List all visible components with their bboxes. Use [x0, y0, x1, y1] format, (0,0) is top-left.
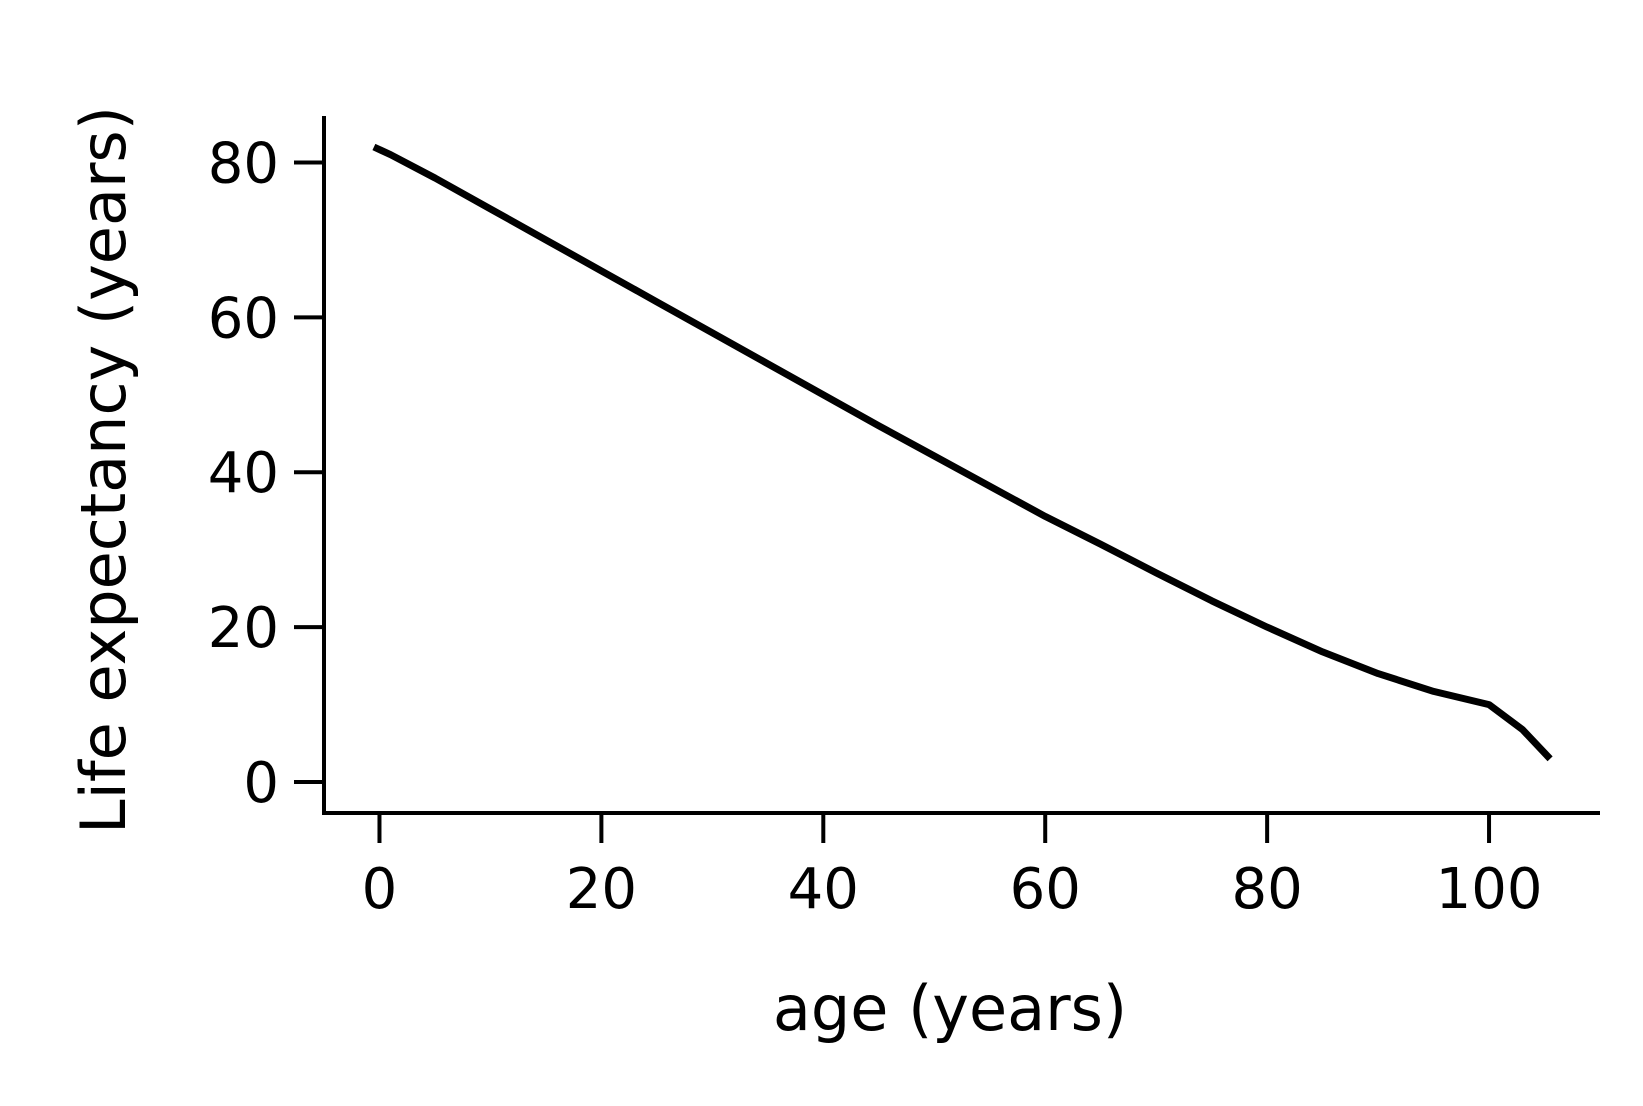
y-tick-label: 40 — [208, 441, 279, 506]
x-tick-label: 60 — [1010, 857, 1081, 922]
x-tick-label: 80 — [1231, 857, 1302, 922]
x-tick-label: 100 — [1436, 857, 1543, 922]
x-tick-label: 40 — [788, 857, 859, 922]
axes — [322, 116, 1600, 815]
tick-labels: 0 20 40 60 80 100 0 20 40 60 80 — [208, 131, 1543, 922]
y-tick-label: 60 — [208, 286, 279, 351]
ticks — [294, 160, 1492, 843]
x-axis-label: age (years) — [773, 972, 1127, 1045]
x-tick-label: 0 — [362, 857, 398, 922]
y-tick-label: 80 — [208, 131, 279, 196]
x-tick-label: 20 — [566, 857, 637, 922]
series-line — [372, 143, 1553, 762]
y-tick-label: 20 — [208, 596, 279, 661]
y-axis-label: Life expectancy (years) — [67, 106, 140, 834]
series-layer — [372, 143, 1553, 762]
y-tick-label: 0 — [243, 751, 279, 816]
